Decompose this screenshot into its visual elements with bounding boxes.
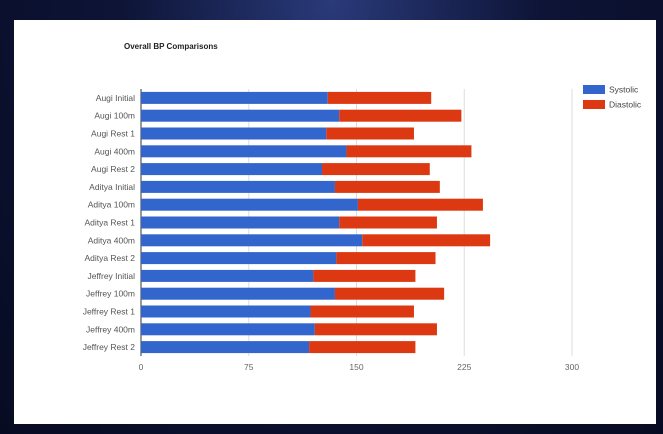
x-tick-label: 0 xyxy=(139,362,144,372)
x-tick-label: 75 xyxy=(244,362,254,372)
category-label: Aditya Rest 1 xyxy=(84,218,135,228)
diastolic-bar xyxy=(339,109,462,122)
diastolic-bar xyxy=(357,198,483,211)
diastolic-bar xyxy=(327,91,432,104)
systolic-bar xyxy=(141,287,335,300)
diastolic-legend-label: Diastolic xyxy=(609,100,642,110)
chart-title: Overall BP Comparisons xyxy=(124,42,218,51)
diastolic-bar xyxy=(334,180,440,193)
systolic-bar xyxy=(141,252,337,265)
systolic-bar xyxy=(141,198,358,211)
systolic-bar xyxy=(141,341,310,354)
diastolic-bar xyxy=(309,341,416,354)
category-label: Augi Rest 1 xyxy=(91,129,135,139)
category-label: Jeffrey Rest 2 xyxy=(83,342,136,352)
category-label: Jeffrey Initial xyxy=(87,271,135,281)
category-label: Aditya Rest 2 xyxy=(84,253,135,263)
systolic-legend-swatch xyxy=(583,85,605,94)
diastolic-bar xyxy=(339,216,437,229)
diastolic-bar xyxy=(322,163,430,176)
category-label: Aditya 100m xyxy=(88,200,135,210)
category-label: Jeffrey Rest 1 xyxy=(83,307,136,317)
x-tick-label: 300 xyxy=(565,362,579,372)
category-label: Aditya 400m xyxy=(88,235,135,245)
diastolic-bar xyxy=(326,127,414,140)
category-label: Augi Rest 2 xyxy=(91,164,135,174)
systolic-bar xyxy=(141,323,315,336)
diastolic-bar xyxy=(336,252,436,265)
systolic-bar xyxy=(141,163,323,176)
systolic-bar xyxy=(141,305,311,318)
systolic-bar xyxy=(141,109,340,122)
category-label: Augi 400m xyxy=(94,146,135,156)
systolic-bar xyxy=(141,180,335,193)
systolic-bar xyxy=(141,216,340,229)
category-label: Aditya Initial xyxy=(89,182,135,192)
systolic-bar xyxy=(141,234,363,247)
category-label: Augi Initial xyxy=(96,93,135,103)
systolic-bar xyxy=(141,91,328,104)
diastolic-bar xyxy=(334,287,445,300)
category-label: Jeffrey 100m xyxy=(86,289,135,299)
diastolic-legend-swatch xyxy=(583,100,605,109)
diastolic-bar xyxy=(362,234,491,247)
systolic-bar xyxy=(141,127,327,140)
diastolic-bar xyxy=(313,269,416,282)
systolic-legend-label: Systolic xyxy=(609,85,639,95)
category-label: Augi 100m xyxy=(94,111,135,121)
systolic-bar xyxy=(141,269,314,282)
x-tick-label: 225 xyxy=(457,362,471,372)
systolic-bar xyxy=(141,145,347,158)
diastolic-bar xyxy=(346,145,472,158)
diastolic-bar xyxy=(314,323,437,336)
diastolic-bar xyxy=(310,305,414,318)
x-tick-label: 150 xyxy=(349,362,363,372)
category-label: Jeffrey 400m xyxy=(86,324,135,334)
